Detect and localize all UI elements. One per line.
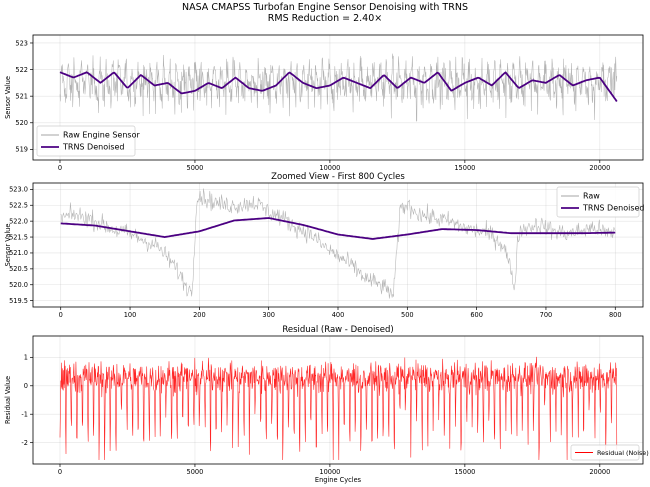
y-tick-label: 522.0 (9, 217, 28, 225)
plot-frame (32, 182, 644, 308)
y-tick-label: 519.5 (9, 297, 28, 305)
figure-title-line1: NASA CMAPSS Turbofan Engine Sensor Denoi… (182, 2, 468, 13)
y-tick-label: 520.5 (9, 265, 28, 273)
x-tick-label: 500 (401, 311, 414, 319)
y-axis-label: Sensor Value (4, 224, 12, 267)
legend-label: Raw Engine Sensor (63, 131, 140, 140)
legend-label: TRNS Denoised (582, 204, 645, 213)
x-tick-label: 5000 (187, 164, 204, 172)
legend-label: Residual (Noise) (597, 449, 649, 457)
legend-box (36, 125, 136, 157)
x-tick-label: 15000 (454, 164, 475, 172)
y-tick-label: 519 (15, 146, 28, 154)
plot-frame (32, 335, 644, 465)
panel-raw-vs-denoised: 0 5000 10000 15000 20000 519 520 521 522 523 Senso… (4, 34, 644, 172)
y-tick-label: 520 (15, 119, 28, 127)
x-tick-label: 10000 (319, 468, 340, 476)
x-tick-label: 15000 (454, 468, 475, 476)
y-tick-label: 0 (24, 382, 28, 390)
legend-label: Raw (583, 192, 600, 201)
y-tick-label: 521.5 (9, 233, 28, 241)
x-tick-label: 700 (540, 311, 553, 319)
series-line-trns-denoised (59, 71, 618, 102)
figure-title-line2: RMS Reduction = 2.40× (268, 13, 382, 24)
x-tick-label: 5000 (187, 468, 204, 476)
y-tick-label: 521 (15, 92, 28, 100)
x-tick-label: 200 (193, 311, 206, 319)
y-tick-label: 523.0 (9, 186, 28, 194)
series-line-residual-noise- (59, 356, 618, 461)
x-tick-label: 10000 (319, 164, 340, 172)
x-tick-label: 20000 (589, 468, 610, 476)
y-tick-label: -1 (21, 411, 28, 419)
legend-box (570, 444, 640, 461)
legend-label: TRNS Denoised (62, 143, 125, 152)
panel-title: Zoomed View - First 800 Cycles (271, 172, 405, 182)
x-axis-label: Engine Cycles (315, 476, 362, 484)
x-tick-label: 600 (470, 311, 483, 319)
panel-residual: 0 5000 10000 15000 20000 -2 -1 0 1 Residual (Raw … (4, 325, 649, 484)
x-tick-label: 0 (59, 311, 63, 319)
legend-box (556, 186, 640, 218)
y-axis-label: Residual Value (4, 376, 12, 424)
panel-zoomed-view: 0 100 200 300 400 500 600 700 800 519.5 520.0 520.5… (4, 172, 645, 319)
y-tick-label: 520.0 (9, 281, 28, 289)
y-axis-label: Sensor Value (4, 76, 12, 119)
plot-frame (32, 34, 644, 161)
x-tick-label: 0 (58, 164, 62, 172)
panel-title: Residual (Raw - Denoised) (282, 325, 393, 335)
series-line-raw-engine-sensor (59, 53, 618, 122)
y-tick-label: 1 (24, 354, 28, 362)
x-tick-label: 400 (332, 311, 345, 319)
series-line-trns-denoised (60, 217, 616, 240)
x-tick-label: 300 (262, 311, 275, 319)
x-tick-label: 20000 (589, 164, 610, 172)
y-tick-label: -2 (21, 439, 28, 447)
x-tick-label: 100 (124, 311, 137, 319)
y-tick-label: 522.5 (9, 202, 28, 210)
series-line-raw (60, 188, 616, 299)
x-tick-label: 800 (609, 311, 622, 319)
y-tick-label: 522 (15, 66, 28, 74)
x-tick-label: 0 (58, 468, 62, 476)
y-tick-label: 523 (15, 39, 28, 47)
y-tick-label: 521.0 (9, 249, 28, 257)
